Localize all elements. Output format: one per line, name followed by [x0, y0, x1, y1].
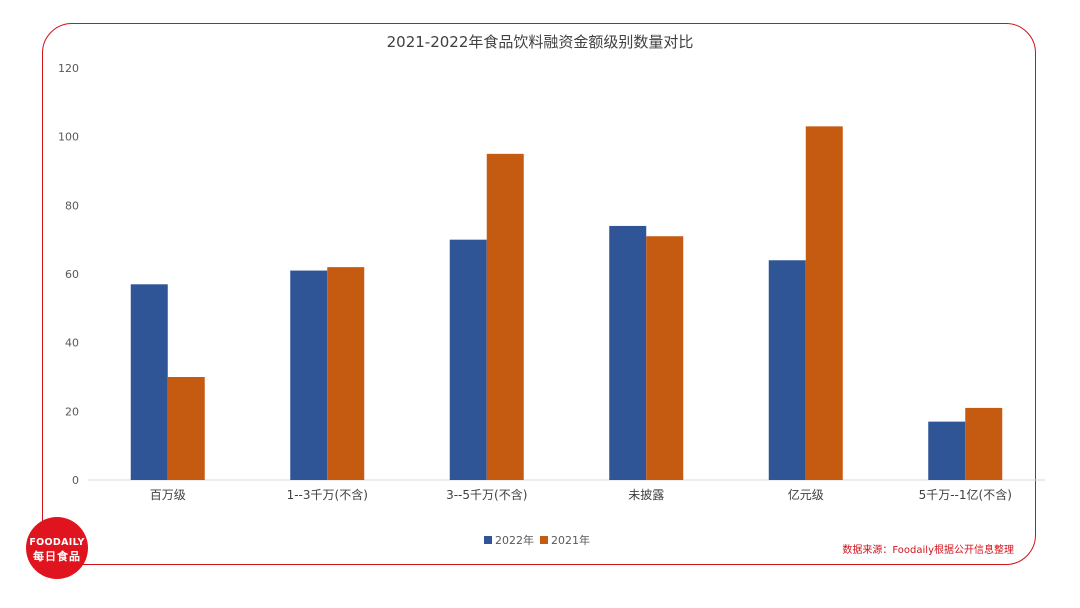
x-tick-label: 1--3千万(不含)	[287, 487, 368, 502]
chart-frame	[42, 23, 1036, 565]
legend-label: 2021年	[551, 534, 590, 547]
logo-text-en: FOODAILY	[29, 537, 85, 548]
y-tick-label: 20	[65, 405, 79, 418]
data-source-note: 数据来源：Foodaily根据公开信息整理	[842, 545, 1014, 556]
x-tick-label: 3--5千万(不含)	[446, 487, 527, 502]
legend-item-2022: 2022年	[484, 532, 534, 548]
x-tick-label: 百万级	[150, 488, 186, 502]
bar-2021年	[486, 153, 524, 481]
y-tick-label: 0	[72, 474, 79, 487]
x-tick-label: 5千万--1亿(不含)	[919, 487, 1012, 502]
bar-2022年	[290, 270, 328, 480]
legend-swatch	[484, 536, 492, 544]
y-tick-label: 40	[65, 337, 79, 350]
bar-2021年	[327, 267, 365, 480]
legend-item-2021: 2021年	[540, 532, 590, 548]
legend-label: 2022年	[495, 534, 534, 547]
bar-2021年	[167, 377, 205, 480]
bar-2022年	[768, 260, 806, 480]
bar-2021年	[805, 126, 843, 480]
foodaily-logo: FOODAILY 每日食品	[26, 517, 88, 579]
logo-text-cn: 每日食品	[33, 550, 81, 563]
y-tick-label: 60	[65, 268, 79, 281]
legend: 2022年 2021年	[484, 532, 590, 548]
legend-swatch	[540, 536, 548, 544]
bar-2022年	[609, 225, 647, 480]
bar-2022年	[130, 284, 168, 480]
bar-2022年	[928, 421, 966, 480]
x-tick-label: 亿元级	[788, 487, 824, 502]
bar-2021年	[965, 407, 1003, 480]
x-tick-label: 未披露	[628, 488, 664, 502]
bar-2021年	[646, 236, 684, 480]
y-tick-label: 100	[58, 131, 79, 144]
y-tick-label: 80	[65, 199, 79, 212]
y-tick-label: 120	[58, 62, 79, 75]
chart-title: 2021-2022年食品饮料融资金额级别数量对比	[386, 33, 694, 51]
bar-2022年	[449, 239, 487, 480]
